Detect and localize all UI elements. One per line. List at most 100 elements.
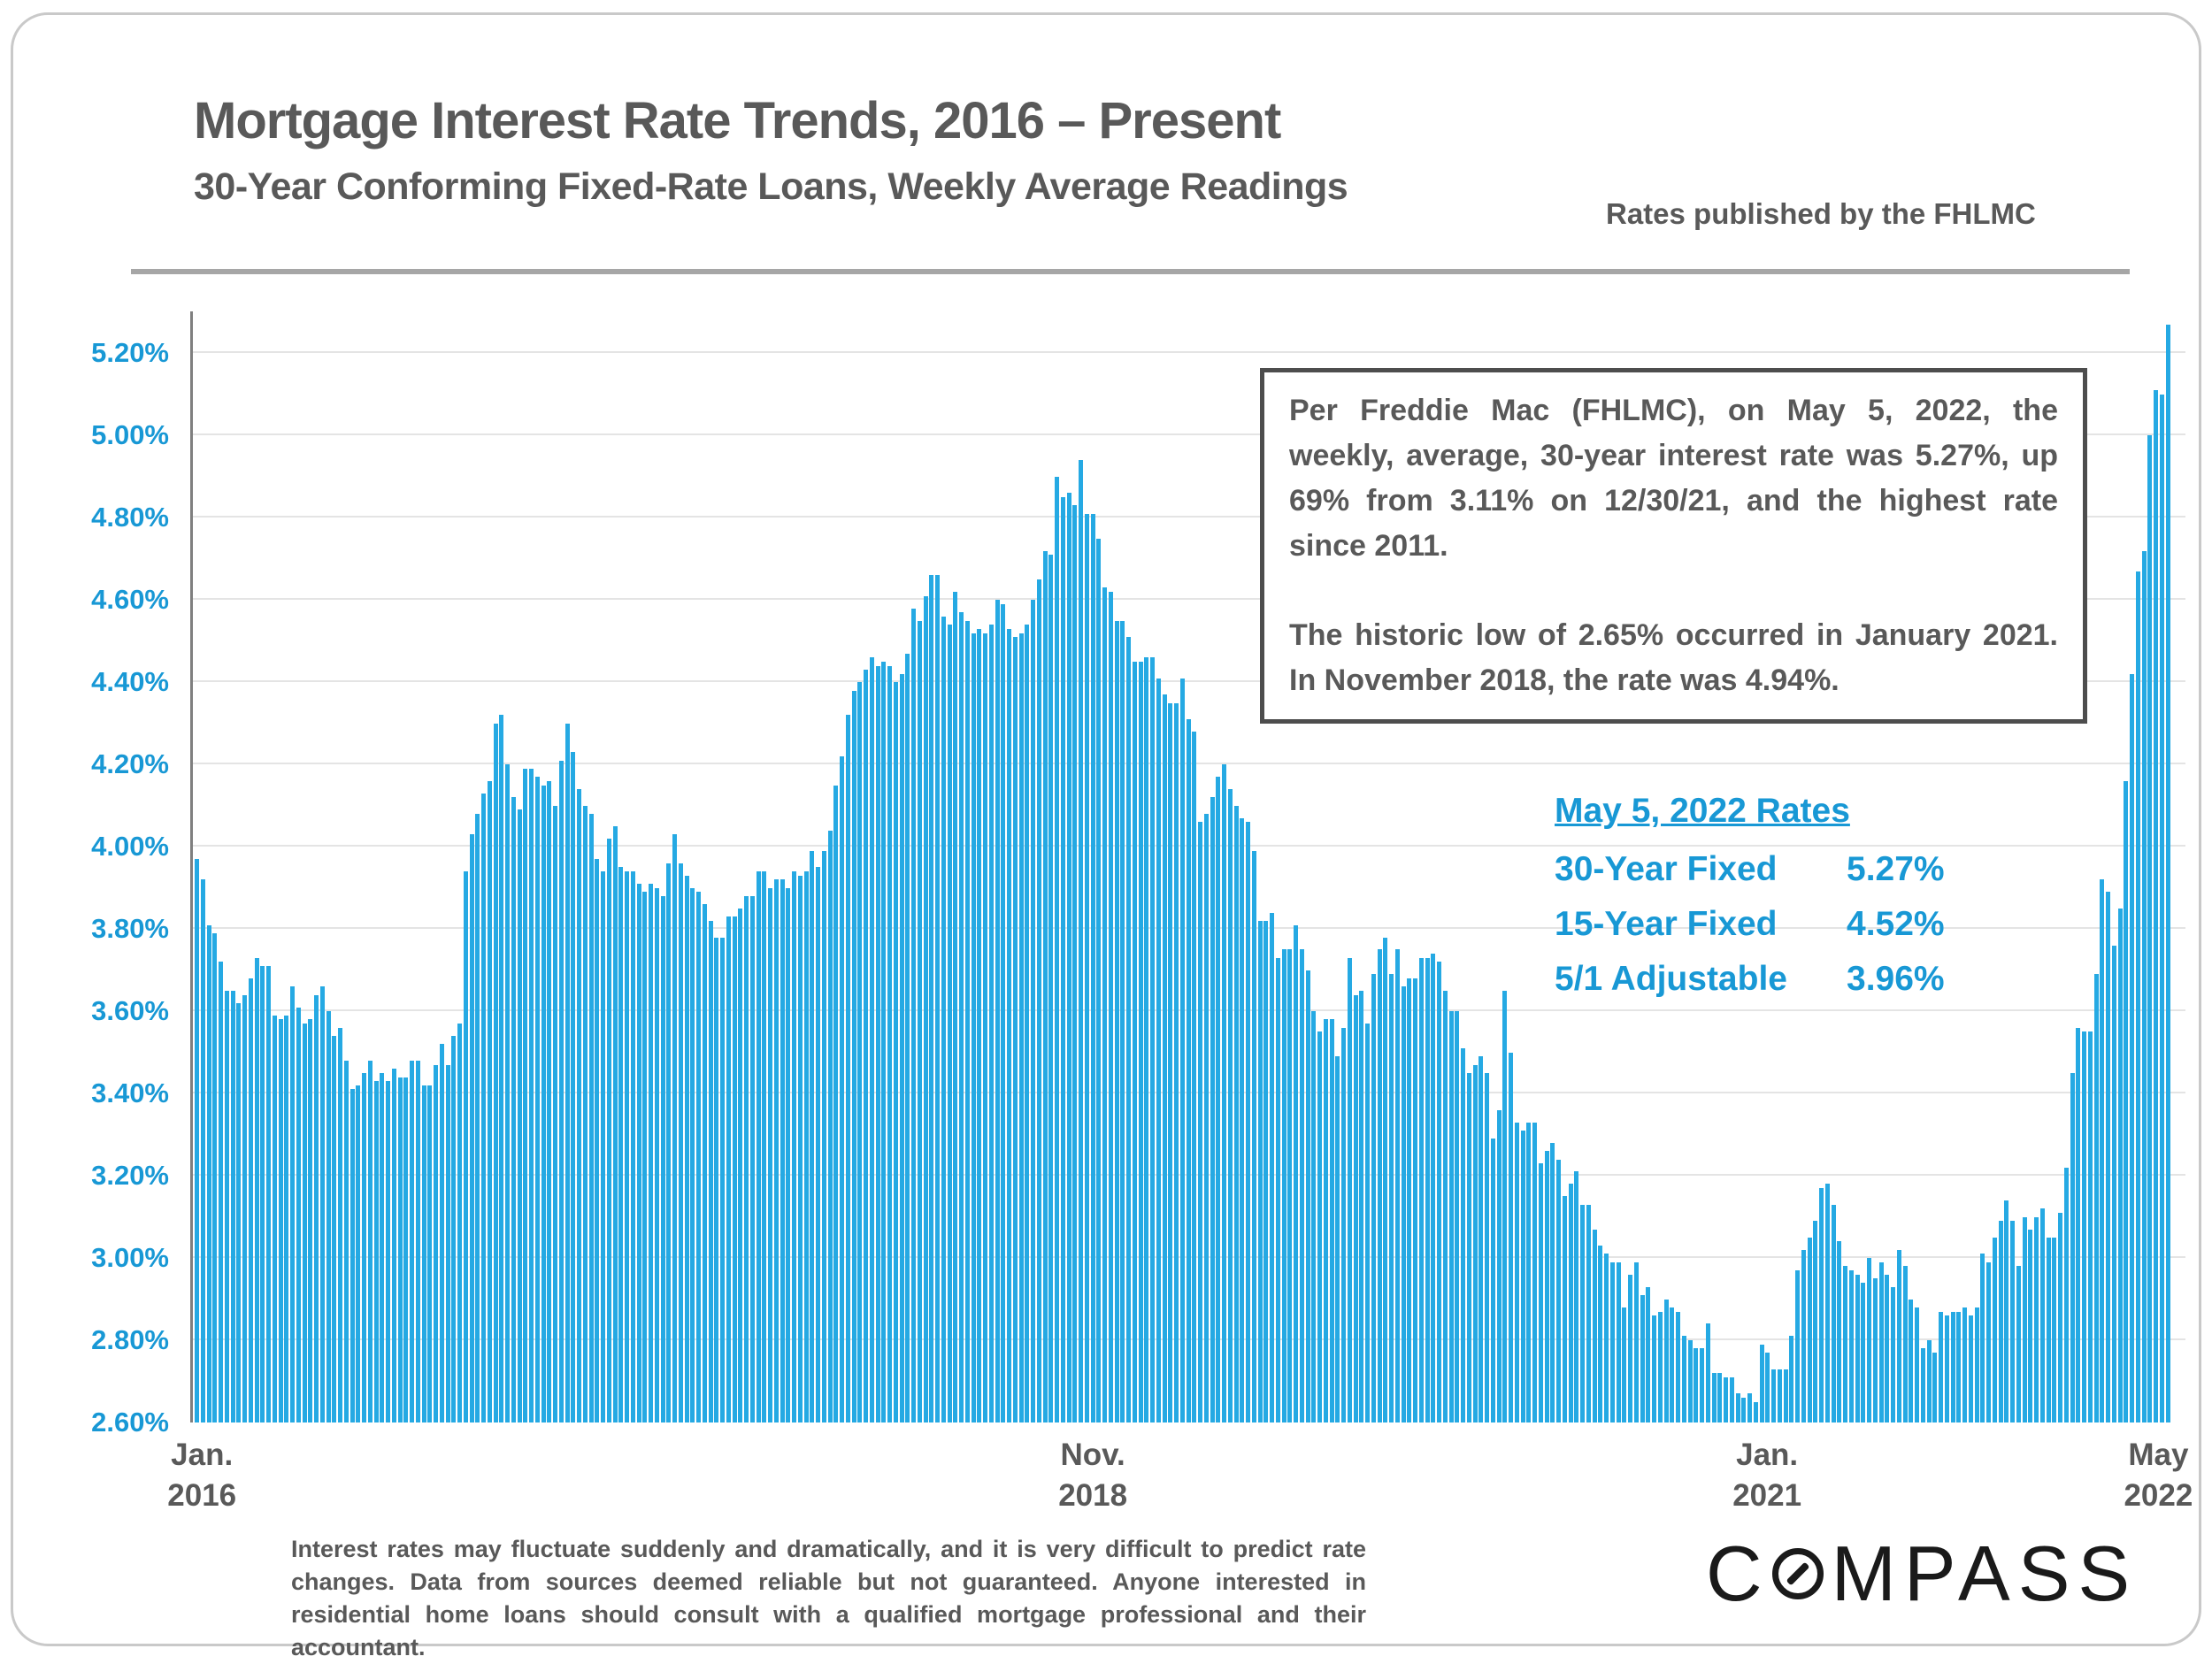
weekly-rate-bar: [768, 887, 773, 1422]
weekly-rate-bar: [947, 625, 952, 1422]
weekly-rate-bar: [254, 957, 259, 1422]
weekly-rate-bar: [1902, 1266, 1908, 1422]
weekly-rate-bar: [332, 1036, 337, 1422]
weekly-rate-bar: [1490, 1139, 1495, 1422]
weekly-rate-bar: [2130, 674, 2135, 1422]
weekly-rate-bar: [1795, 1270, 1801, 1422]
weekly-rate-bar: [1485, 1072, 1490, 1422]
weekly-rate-bar: [1843, 1266, 1848, 1422]
weekly-rate-bar: [840, 755, 845, 1422]
weekly-rate-bar: [1162, 694, 1167, 1422]
weekly-rate-bar: [630, 871, 635, 1422]
weekly-rate-bar: [851, 690, 856, 1422]
weekly-rate-bar: [1479, 1056, 1484, 1422]
weekly-rate-bar: [1305, 970, 1310, 1422]
weekly-rate-bar: [1807, 1237, 1812, 1422]
x-axis-tick-label: Jan. 2016: [167, 1438, 237, 1513]
weekly-rate-bar: [1425, 957, 1430, 1422]
weekly-rate-bar: [1939, 1311, 1944, 1422]
y-axis-tick-label: 5.20%: [91, 337, 169, 369]
weekly-rate-bar: [1729, 1376, 1734, 1422]
weekly-rate-bar: [1896, 1249, 1901, 1422]
weekly-rate-bar: [1532, 1122, 1538, 1422]
gridline: [193, 516, 2185, 518]
weekly-rate-bar: [451, 1036, 457, 1422]
slide-card: Mortgage Interest Rate Trends, 2016 – Pr…: [11, 12, 2201, 1660]
weekly-rate-bar: [1079, 460, 1084, 1422]
weekly-rate-bar: [1359, 990, 1364, 1422]
y-axis-tick-label: 3.60%: [91, 995, 169, 1027]
x-axis-tick-label: Nov. 2018: [1058, 1438, 1128, 1513]
source-note: Rates published by the FHLMC: [1606, 197, 2036, 230]
gridline: [193, 680, 2185, 683]
gridline: [193, 351, 2185, 354]
weekly-rate-bar: [1007, 628, 1012, 1422]
weekly-rate-bar: [1203, 814, 1209, 1422]
weekly-rate-bar: [1192, 732, 1197, 1422]
weekly-rate-bar: [421, 1085, 426, 1422]
weekly-rate-bar: [1891, 1286, 1896, 1422]
weekly-rate-bar: [953, 592, 958, 1422]
weekly-rate-bar: [2022, 1216, 2027, 1422]
weekly-rate-bar: [1335, 1056, 1340, 1422]
weekly-rate-bar: [1986, 1261, 1992, 1422]
weekly-rate-bar: [887, 665, 893, 1422]
weekly-rate-bar: [1246, 822, 1251, 1422]
weekly-rate-bar: [1222, 764, 1227, 1422]
weekly-rate-bar: [410, 1060, 415, 1422]
weekly-rate-bar: [2052, 1237, 2057, 1422]
weekly-rate-bar: [582, 805, 588, 1422]
weekly-rate-bar: [1407, 978, 1412, 1422]
weekly-rate-bar: [457, 1024, 463, 1422]
weekly-rate-bar: [2100, 879, 2105, 1422]
weekly-rate-bar: [881, 662, 887, 1422]
x-axis-tick-label: Jan. 2021: [1732, 1438, 1802, 1513]
weekly-rate-bar: [1132, 662, 1137, 1422]
y-axis-tick-label: 3.20%: [91, 1160, 169, 1192]
weekly-rate-bar: [1341, 1027, 1347, 1422]
weekly-rate-bar: [1496, 1109, 1502, 1422]
weekly-rate-bar: [1580, 1204, 1586, 1422]
weekly-rate-bar: [1472, 1064, 1478, 1422]
weekly-rate-bar: [1240, 817, 1245, 1422]
rate-value: 4.52%: [1847, 905, 1945, 943]
weekly-rate-bar: [1932, 1352, 1938, 1422]
weekly-rate-bar: [714, 937, 719, 1422]
weekly-rate-bar: [1502, 990, 1508, 1422]
weekly-rate-bar: [1186, 719, 1191, 1422]
weekly-rate-bar: [595, 859, 600, 1422]
weekly-rate-bar: [625, 871, 630, 1422]
weekly-rate-bar: [749, 896, 755, 1422]
weekly-rate-bar: [803, 871, 809, 1422]
weekly-rate-bar: [1520, 1130, 1525, 1422]
weekly-rate-bar: [505, 764, 511, 1422]
weekly-rate-bar: [941, 616, 946, 1422]
weekly-rate-bar: [1227, 789, 1233, 1422]
weekly-rate-bar: [1281, 949, 1286, 1422]
weekly-rate-bar: [833, 785, 839, 1422]
weekly-rate-bar: [845, 715, 850, 1422]
page-title: Mortgage Interest Rate Trends, 2016 – Pr…: [194, 92, 1281, 150]
weekly-rate-bar: [762, 871, 767, 1422]
weekly-rate-bar: [1108, 592, 1113, 1422]
weekly-rate-bar: [1383, 937, 1388, 1422]
weekly-rate-bar: [1687, 1340, 1693, 1422]
weekly-rate-bar: [219, 962, 224, 1422]
weekly-rate-bar: [869, 657, 874, 1422]
weekly-rate-bar: [1084, 513, 1089, 1422]
rates-row: 15-Year Fixed 4.52%: [1555, 905, 1988, 944]
weekly-rate-bar: [1747, 1393, 1753, 1422]
weekly-rate-bar: [1216, 777, 1221, 1422]
weekly-rate-bar: [780, 879, 785, 1422]
weekly-rate-bar: [1992, 1237, 1997, 1422]
weekly-rate-bar: [1777, 1369, 1782, 1422]
weekly-rate-bar: [1317, 1031, 1323, 1422]
weekly-rate-bar: [1657, 1311, 1663, 1422]
weekly-rate-bar: [1455, 1011, 1460, 1422]
weekly-rate-bar: [1855, 1274, 1860, 1422]
weekly-rate-bar: [236, 1002, 242, 1422]
y-axis-tick-label: 2.80%: [91, 1324, 169, 1356]
weekly-rate-bar: [612, 825, 618, 1422]
y-axis-tick-label: 2.60%: [91, 1407, 169, 1438]
weekly-rate-bar: [2124, 780, 2129, 1422]
